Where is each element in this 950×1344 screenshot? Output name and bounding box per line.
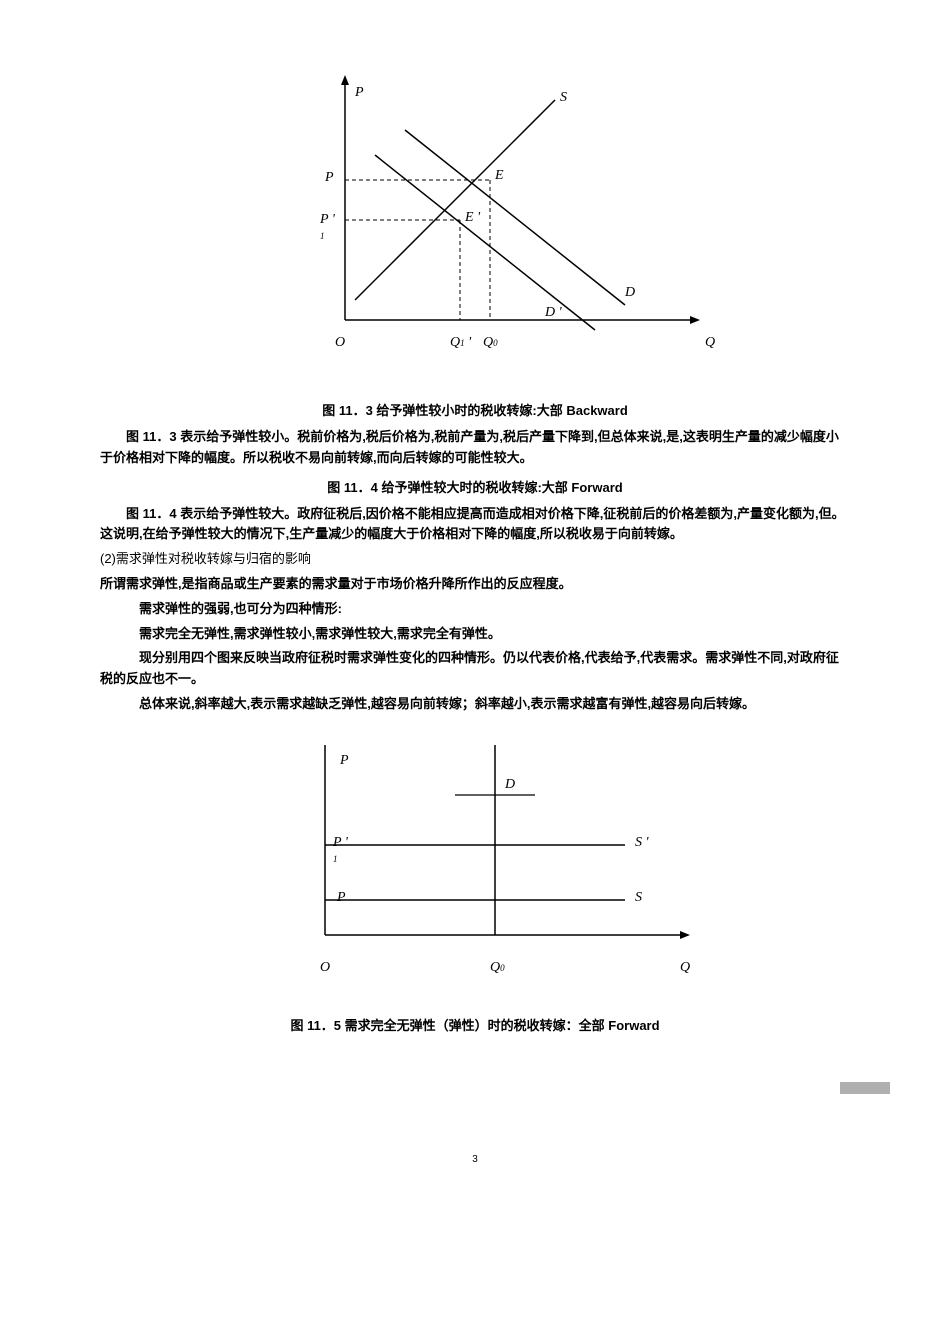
label2-D: D <box>505 777 515 793</box>
para1: 图 11．3 表示给予弹性较小。税前价格为,税后价格为,税前产量为,税后产量下降… <box>100 427 850 469</box>
chart1-container: P S P E P ' 1 E ' D D ' O Q1 ' Q0 Q <box>100 60 850 380</box>
chart2: P D P ' 1 S ' P S O Q0 Q <box>225 735 725 995</box>
para8: 总体来说,斜率越大,表示需求越缺乏弹性,越容易向前转嫁；斜率越小,表示需求越富有… <box>100 694 850 715</box>
chart2-container: P D P ' 1 S ' P S O Q0 Q <box>100 735 850 995</box>
label-E1: E ' <box>465 210 480 226</box>
caption2: 图 11．4 给予弹性较大时的税收转嫁:大部 Forward <box>100 477 850 496</box>
para4: 所谓需求弹性,是指商品或生产要素的需求量对于市场价格升降所作出的反应程度。 <box>100 574 850 595</box>
para3: (2)需求弹性对税收转嫁与归宿的影响 <box>100 549 850 570</box>
label-Q1: Q1 ' <box>450 335 471 351</box>
page-number: 3 <box>100 1154 850 1165</box>
gray-marker <box>840 1082 890 1094</box>
label-S: S <box>560 90 567 106</box>
label-P-axis: P <box>355 85 364 101</box>
label-Q0: Q0 <box>483 335 498 351</box>
para5: 需求弹性的强弱,也可分为四种情形: <box>100 599 850 620</box>
caption3: 图 11．5 需求完全无弹性（弹性）时的税收转嫁：全部 Forward <box>100 1015 850 1034</box>
label-O: O <box>335 335 345 351</box>
label2-P-bottom: P <box>337 890 346 906</box>
label2-O: O <box>320 960 330 976</box>
para7: 现分别用四个图来反映当政府征税时需求弹性变化的四种情形。仍以代表价格,代表给予,… <box>100 648 850 690</box>
caption1: 图 11．3 给予弹性较小时的税收转嫁:大部 Backward <box>100 400 850 419</box>
label-D1: D ' <box>545 305 562 321</box>
label2-S1: S ' <box>635 835 649 851</box>
label-P1: P ' 1 <box>320 212 335 244</box>
label-D: D <box>625 285 635 301</box>
label-Q: Q <box>705 335 715 351</box>
label2-Q: Q <box>680 960 690 976</box>
label-P-mid: P <box>325 170 334 186</box>
label2-S: S <box>635 890 642 906</box>
para2: 图 11．4 表示给予弹性较大。政府征税后,因价格不能相应提高而造成相对价格下降… <box>100 504 850 546</box>
label-E: E <box>495 168 504 184</box>
para6: 需求完全无弹性,需求弹性较小,需求弹性较大,需求完全有弹性。 <box>100 624 850 645</box>
chart1: P S P E P ' 1 E ' D D ' O Q1 ' Q0 Q <box>225 60 725 380</box>
label2-P: P <box>340 753 349 769</box>
label2-P1: P ' 1 <box>333 835 348 867</box>
label2-Q0: Q0 <box>490 960 505 976</box>
